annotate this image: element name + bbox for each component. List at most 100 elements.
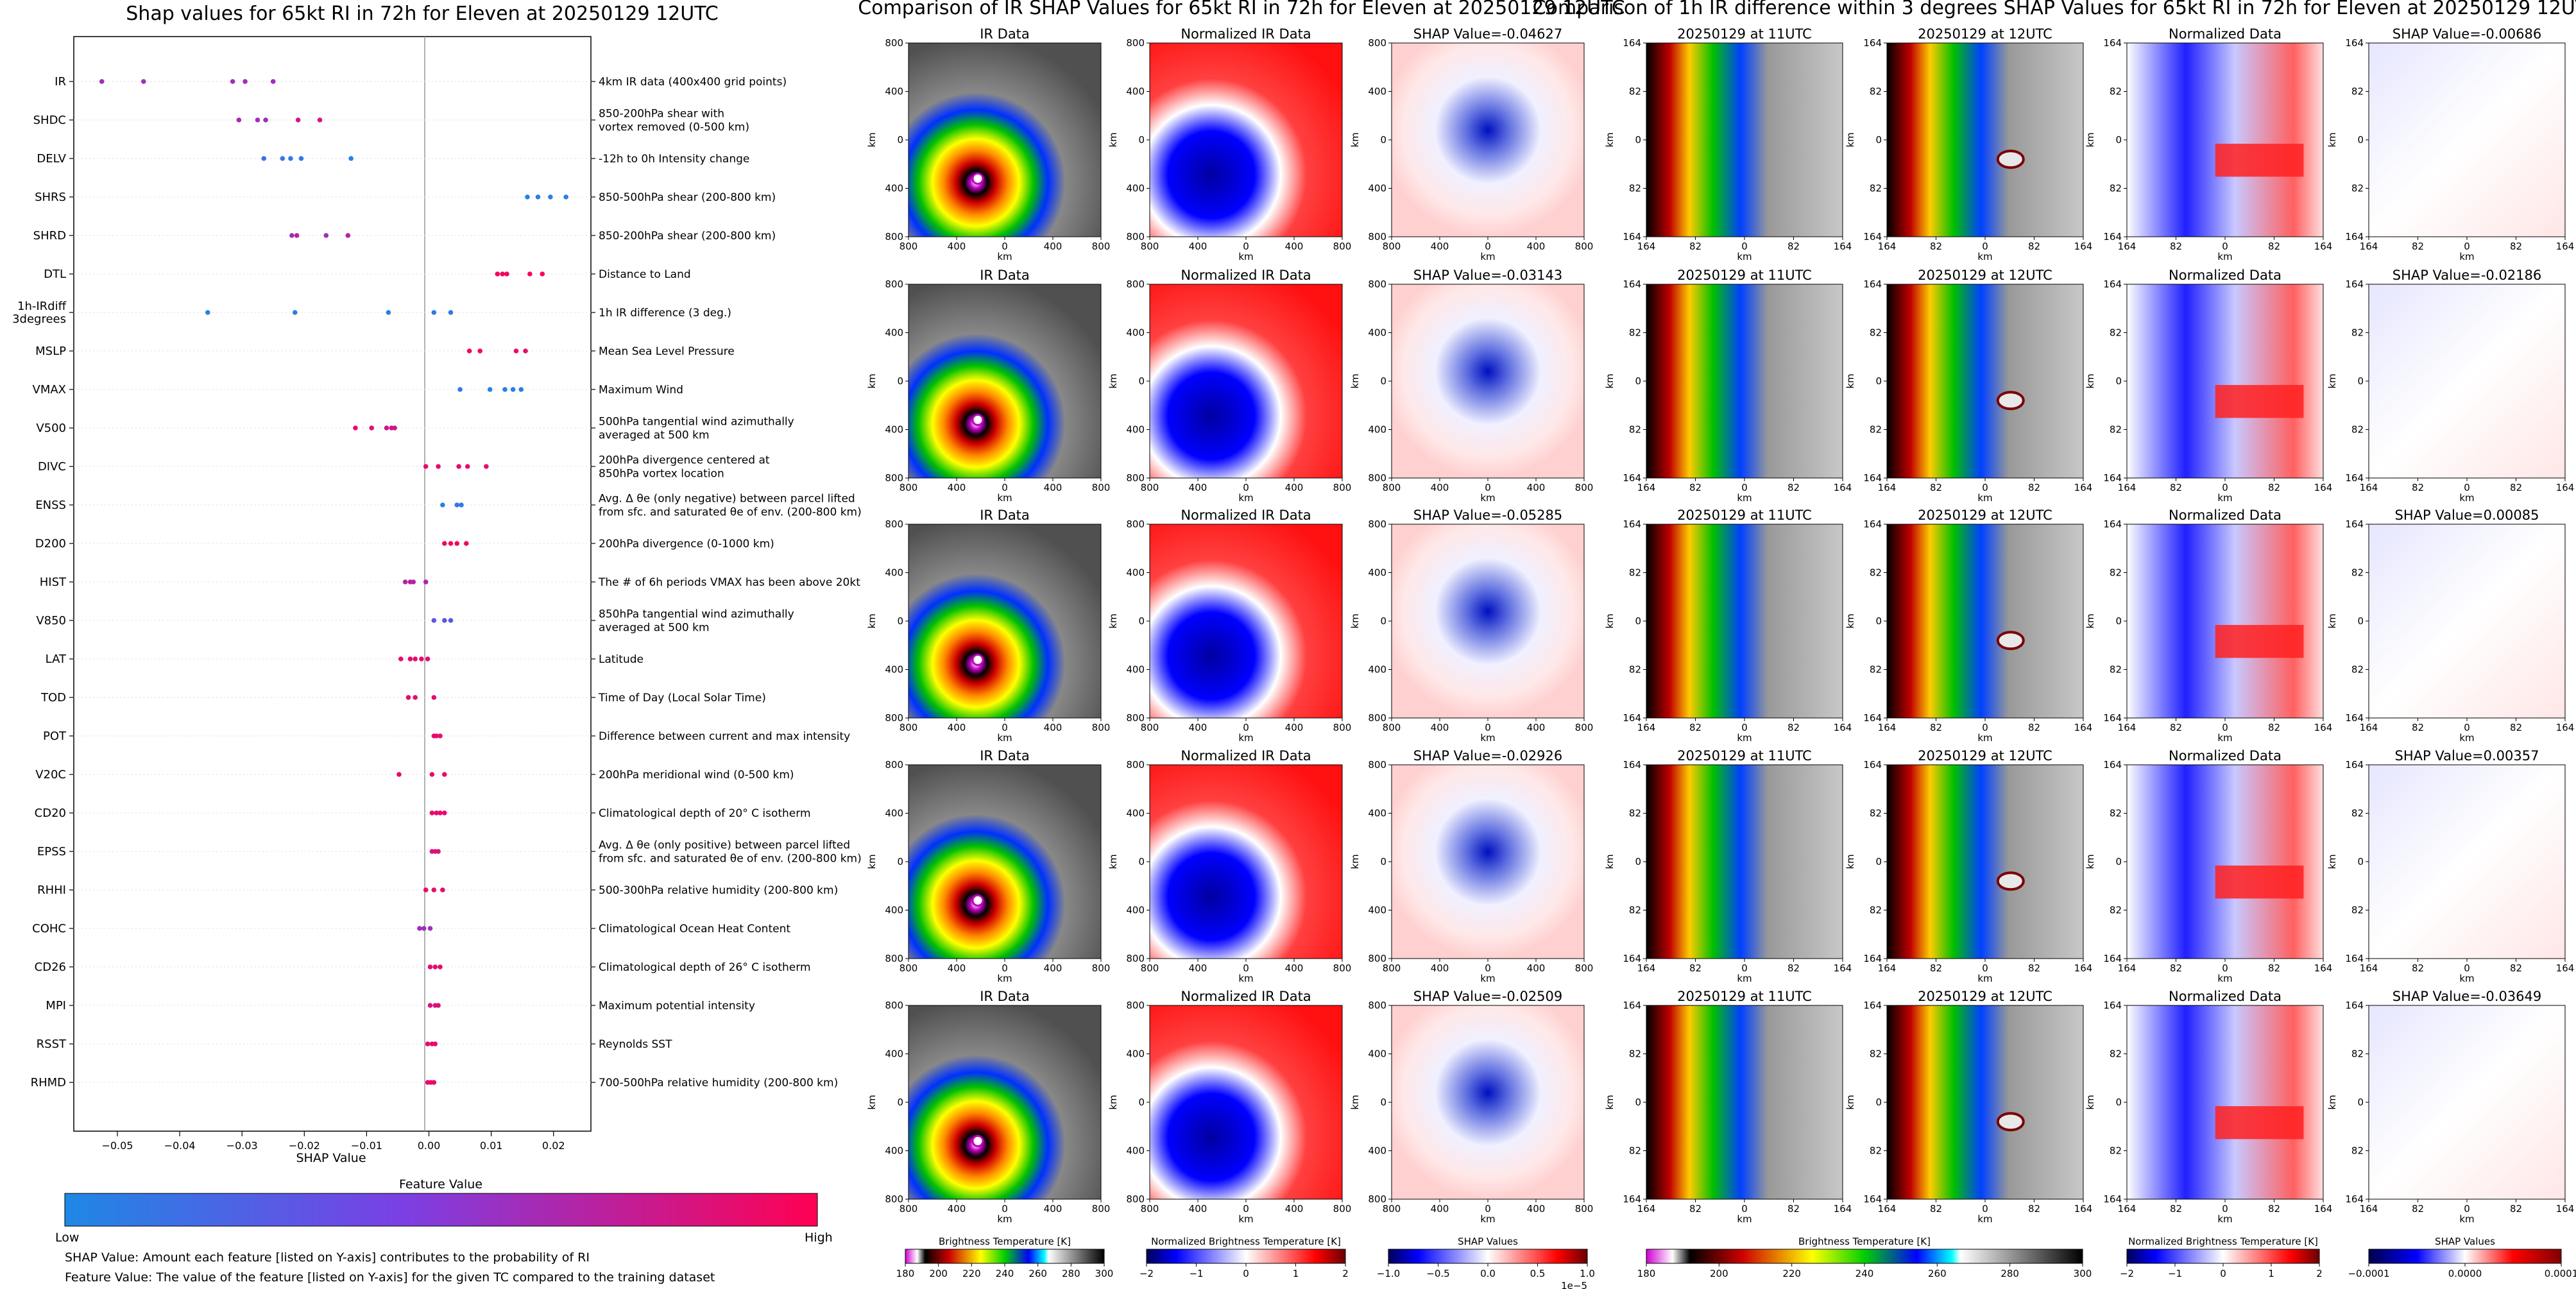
feature-label: VMAX	[33, 383, 67, 397]
ir-diff-image	[1646, 1005, 1843, 1199]
feature-description: vortex removed (0-500 km)	[599, 121, 749, 134]
shap-point	[236, 117, 242, 123]
x-axis-label: km	[997, 732, 1012, 744]
shap-point	[466, 348, 472, 354]
x-tick-label: 82	[1689, 1203, 1702, 1215]
feature-description: from sfc. and saturated θe of env. (200-…	[599, 853, 862, 866]
x-axis-label: km	[2217, 732, 2232, 744]
x-tick-label: 82	[2510, 241, 2522, 252]
shap-point	[348, 156, 354, 161]
shap-point	[392, 425, 397, 431]
y-tick-label: 82	[1629, 664, 1641, 676]
y-axis-label: km	[2326, 613, 2338, 628]
x-tick-label: 82	[2170, 962, 2182, 974]
panel-title: Normalized Data	[2169, 268, 2282, 283]
footnote-shap-value: SHAP Value: Amount each feature [listed …	[65, 1251, 590, 1265]
x-tick-label: −0.04	[164, 1140, 196, 1152]
x-tick-label: 400	[1285, 722, 1304, 733]
y-axis-label: km	[866, 132, 878, 147]
y-tick-label: 400	[885, 664, 903, 676]
y-tick-label: 400	[885, 1145, 903, 1157]
x-tick-label: 800	[900, 241, 918, 252]
shap-point	[438, 733, 443, 738]
y-tick-label: 800	[885, 953, 903, 964]
y-tick-label: 0	[2357, 134, 2364, 146]
y-tick-label: 82	[2351, 327, 2364, 339]
colorbar-label: Normalized Brightness Temperature [K]	[2128, 1236, 2318, 1247]
x-tick-label: 0	[2222, 482, 2228, 493]
feature-description: 500hPa tangential wind azimuthally	[599, 416, 794, 429]
x-tick-label: 82	[2028, 482, 2040, 493]
y-axis-label: km	[1845, 613, 1856, 628]
x-tick-label: 164	[1637, 722, 1656, 733]
x-tick-label: 400	[1285, 482, 1304, 493]
x-tick-label: 164	[2314, 241, 2333, 252]
shap-plot-frame	[73, 36, 592, 1132]
x-tick-label: −0.01	[351, 1140, 382, 1152]
feature-value-colorbar	[64, 1193, 818, 1227]
shap-point	[434, 733, 439, 738]
shap-point	[413, 695, 418, 700]
x-tick-label: 82	[2170, 1203, 2182, 1215]
shap-point	[510, 387, 516, 392]
x-tick-label: 164	[2556, 241, 2575, 252]
storm-core	[1996, 149, 2025, 169]
y-axis-label: km	[1349, 613, 1361, 628]
feature-description: 500-300hPa relative humidity (200-800 km…	[599, 884, 838, 897]
colorbar-tick-label: 2	[1342, 1268, 1349, 1279]
x-tick-label: 0	[1982, 1203, 1988, 1215]
storm-core	[1996, 391, 2025, 411]
y-tick-label: 164	[2103, 953, 2122, 964]
x-tick-label: 0	[2464, 241, 2470, 252]
shap-point	[427, 926, 433, 931]
feature-label: V850	[36, 614, 66, 627]
x-axis-label: km	[1480, 732, 1495, 744]
x-tick-label: 800	[1141, 1203, 1159, 1215]
storm-eye	[971, 653, 984, 666]
feature-description: 850hPa tangential wind azimuthally	[599, 608, 794, 621]
shap-point	[230, 79, 235, 84]
shap-point	[402, 579, 408, 585]
colorbar-tick-label: 180	[896, 1268, 915, 1279]
y-tick-label: 400	[1126, 327, 1145, 339]
y-tick-label: 164	[2103, 1193, 2122, 1205]
feature-label: EPSS	[37, 845, 66, 858]
shap-point	[427, 964, 433, 969]
feature-label: POT	[43, 730, 67, 743]
normalized-ir-image	[1150, 765, 1342, 959]
y-axis-label: km	[1349, 373, 1361, 388]
panel-title: SHAP Value=0.00085	[2395, 508, 2539, 523]
y-tick-label: 82	[1629, 1048, 1641, 1060]
x-tick-label: 82	[1930, 1203, 1942, 1215]
shap-point	[397, 772, 402, 777]
y-tick-label: 164	[2345, 518, 2364, 530]
shap-point	[431, 887, 437, 892]
y-tick-label: 400	[1368, 905, 1386, 916]
y-tick-label: 800	[1126, 1193, 1145, 1205]
x-tick-label: 82	[2028, 722, 2040, 733]
y-tick-label: 82	[1870, 327, 1882, 339]
y-axis-label: km	[1845, 132, 1856, 147]
y-tick-label: 0	[2357, 615, 2364, 627]
shap-point	[423, 887, 429, 892]
x-tick-label: 82	[1787, 1203, 1800, 1215]
x-tick-label: 400	[1527, 1203, 1546, 1215]
x-tick-label: 400	[1189, 482, 1207, 493]
colorbar-tick-label: 180	[1637, 1268, 1656, 1279]
y-tick-label: 82	[2351, 567, 2364, 579]
panel-title: 20250129 at 12UTC	[1918, 268, 2052, 283]
panel-title: Normalized IR Data	[1181, 989, 1311, 1004]
feature-label: DTL	[44, 268, 66, 281]
x-axis-label: km	[1737, 251, 1752, 262]
shap-point	[495, 271, 500, 277]
y-tick-label: 82	[2110, 183, 2122, 194]
x-tick-label: 164	[1834, 241, 1852, 252]
panel-title: 20250129 at 11UTC	[1677, 989, 1812, 1004]
y-tick-label: 400	[885, 1048, 903, 1060]
feature-description: Maximum Wind	[599, 384, 683, 397]
y-tick-label: 400	[885, 327, 903, 339]
shap-point	[423, 464, 429, 469]
colorbar-tick-label: 200	[1710, 1268, 1728, 1279]
colorbar-tick-label: −1	[1189, 1268, 1203, 1279]
y-tick-label: 82	[1870, 905, 1882, 916]
